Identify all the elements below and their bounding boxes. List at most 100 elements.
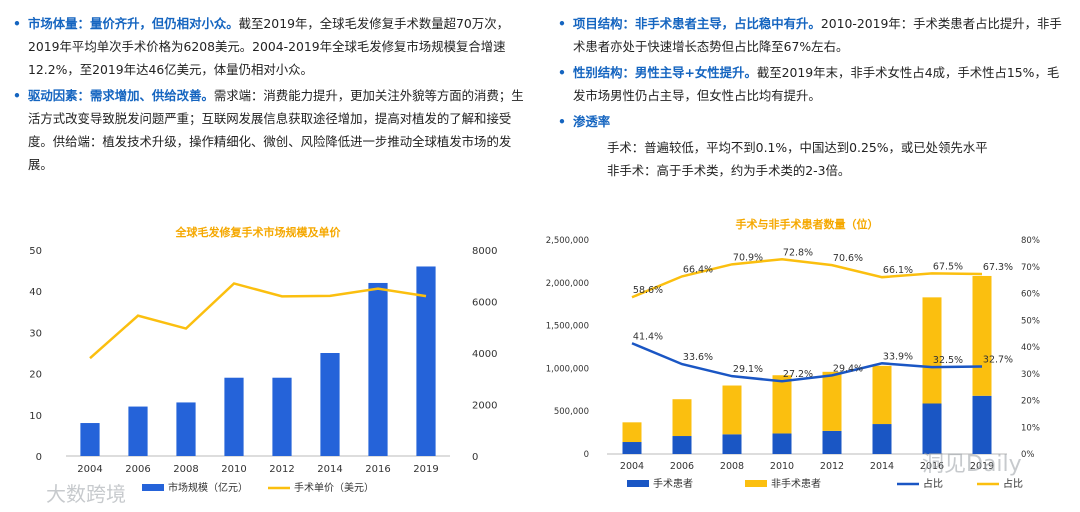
bullet-text: 2010-2019年：手术类患者占比提升，非手术患者亦处于快速增长态势但占比降至… <box>573 16 1062 54</box>
y-right-tick-label: 20% <box>1021 397 1040 407</box>
data-label-surgical-share: 29.4% <box>833 363 863 374</box>
y-right-tick-label: 0 <box>472 452 478 463</box>
y-right-tick-label: 2000 <box>472 401 497 412</box>
line-surgical-share <box>631 342 983 383</box>
y-left-tick-label: 500,000 <box>554 407 589 417</box>
bar-surgical-patients <box>822 430 842 454</box>
bullet-keyword: 驱动因素：需求增加、供给改善。 <box>28 88 214 103</box>
bar-market-size <box>320 353 340 456</box>
y-right-tick-label: 30% <box>1021 370 1040 380</box>
bar-surgical-patients <box>972 395 992 454</box>
legend-label: 手术患者 <box>653 477 693 490</box>
bullet-dot-icon: • <box>558 65 566 80</box>
x-tick-label: 2012 <box>269 464 294 475</box>
y-right-tick-label: 70% <box>1021 263 1040 273</box>
bar-market-size <box>416 266 436 456</box>
y-right-tick-label: 4000 <box>472 349 497 360</box>
x-tick-label: 2019 <box>970 461 994 472</box>
y-right-tick-label: 60% <box>1021 290 1040 300</box>
penetration-nonsurgical: 非手术：高于手术类，约为手术类的2-3倍。 <box>607 163 851 178</box>
y-left-tick-label: 40 <box>29 287 42 298</box>
data-label-nonsurgical-share: 66.4% <box>683 264 713 275</box>
y-left-tick-label: 50 <box>29 246 42 257</box>
patient-count-chart: 手术与非手术患者数量（位） 0 500,000 1,000,000 1,500,000 2… <box>546 218 1040 490</box>
bar-nonsurgical-patients <box>922 297 942 404</box>
watermark-left: 大数跨境 <box>46 482 126 506</box>
bar-surgical-patients <box>722 434 742 454</box>
data-label-surgical-share: 33.6% <box>683 352 713 363</box>
y-right-tick-label: 50% <box>1021 316 1040 326</box>
market-size-chart: 全球毛发修复手术市场规模及单价 0 10 20 30 40 50 0 2000 4000 6000 8… <box>29 225 497 494</box>
bar-surgical-patients <box>622 442 642 454</box>
x-tick-label: 2006 <box>125 464 150 475</box>
watermark-right: 洞见Daily <box>922 452 1022 477</box>
y-left-tick-label: 2,500,000 <box>546 236 589 246</box>
y-right-tick-label: 8000 <box>472 246 497 257</box>
x-tick-label: 2004 <box>77 464 102 475</box>
x-tick-label: 2008 <box>720 461 744 472</box>
bullet-dot-icon: • <box>13 16 21 31</box>
bullet-penetration: • 渗透率 <box>555 110 1070 133</box>
line-nonsurgical-share <box>631 258 983 299</box>
penetration-surgical: 手术：普遍较低，平均不到0.1%，中国达到0.25%，或已处领先水平 <box>607 140 988 155</box>
y-left-tick-label: 20 <box>29 370 42 381</box>
y-left-tick-label: 0 <box>584 450 589 460</box>
data-label-nonsurgical-share: 70.6% <box>833 253 863 264</box>
y-left-tick-label: 1,000,000 <box>546 364 589 374</box>
legend-bar-swatch <box>142 484 164 491</box>
bar-surgical-patients <box>922 403 942 454</box>
bullet-text: 截至2019年，全球毛发修复手术数量超70万次，2019年平均单次手术价格为62… <box>28 16 509 77</box>
bullet-project-structure: • 项目结构：非手术患者主导，占比稳中有升。2010-2019年：手术类患者占比… <box>555 12 1070 58</box>
x-tick-label: 2016 <box>920 461 944 472</box>
bar-nonsurgical-patients <box>972 275 992 396</box>
x-tick-label: 2014 <box>317 464 342 475</box>
data-label-surgical-share: 33.9% <box>883 351 913 362</box>
bar-nonsurgical-patients <box>622 422 642 443</box>
y-right-tick-label: 6000 <box>472 298 497 309</box>
chart-title: 手术与非手术患者数量（位） <box>736 218 879 231</box>
bar-surgical-patients <box>672 436 692 454</box>
y-left-tick-label: 2,000,000 <box>546 279 589 289</box>
right-bullet-list: • 项目结构：非手术患者主导，占比稳中有升。2010-2019年：手术类患者占比… <box>555 12 1070 133</box>
y-left-tick-label: 0 <box>36 452 42 463</box>
legend-label: 非手术患者 <box>771 477 821 490</box>
x-tick-label: 2010 <box>221 464 246 475</box>
left-bullet-list: • 市场体量：量价齐升，但仍相对小众。截至2019年，全球毛发修复手术数量超70… <box>10 12 525 176</box>
bullet-market-size: • 市场体量：量价齐升，但仍相对小众。截至2019年，全球毛发修复手术数量超70… <box>10 12 525 81</box>
bullet-keyword: 市场体量：量价齐升，但仍相对小众。 <box>28 16 239 31</box>
bar-surgical-patients <box>772 433 792 454</box>
legend-bar-swatch <box>745 480 767 487</box>
bar-market-size <box>224 377 244 456</box>
bar-nonsurgical-patients <box>672 399 692 437</box>
bullet-dot-icon: • <box>13 88 21 103</box>
data-label-nonsurgical-share: 67.5% <box>933 261 963 272</box>
data-label-surgical-share: 27.2% <box>783 369 813 380</box>
bar-market-size <box>176 402 196 456</box>
bullet-keyword: 性别结构：男性主导+女性提升。 <box>573 65 757 80</box>
data-label-surgical-share: 32.5% <box>933 355 963 366</box>
x-tick-label: 2010 <box>770 461 794 472</box>
y-left-tick-label: 1,500,000 <box>546 322 589 332</box>
y-right-tick-label: 80% <box>1021 236 1040 246</box>
legend-label: 手术单价（美元） <box>294 481 374 494</box>
bullet-gender-structure: • 性别结构：男性主导+女性提升。截至2019年末，非手术女性占4成，手术性占1… <box>555 61 1070 107</box>
bar-nonsurgical-patients <box>822 371 842 431</box>
data-label-nonsurgical-share: 67.3% <box>983 262 1013 273</box>
data-label-nonsurgical-share: 70.9% <box>733 252 763 263</box>
bullet-keyword: 项目结构：非手术患者主导，占比稳中有升。 <box>573 16 821 31</box>
y-right-tick-label: 0% <box>1021 450 1035 460</box>
bullet-dot-icon: • <box>558 16 566 31</box>
bar-market-size <box>128 406 148 456</box>
bullet-drivers: • 驱动因素：需求增加、供给改善。需求端：消费能力提升，更加关注外貌等方面的消费… <box>10 84 525 176</box>
x-tick-label: 2004 <box>620 461 644 472</box>
y-left-tick-label: 10 <box>29 411 42 422</box>
x-tick-label: 2019 <box>413 464 438 475</box>
legend-label: 占比 <box>923 477 943 490</box>
y-right-tick-label: 10% <box>1021 423 1040 433</box>
data-label-surgical-share: 29.1% <box>733 364 763 375</box>
bar-surgical-patients <box>872 424 892 454</box>
x-tick-label: 2012 <box>820 461 844 472</box>
legend-label: 市场规模（亿元） <box>168 481 248 494</box>
bar-nonsurgical-patients <box>772 375 792 434</box>
data-label-nonsurgical-share: 72.8% <box>783 247 813 258</box>
